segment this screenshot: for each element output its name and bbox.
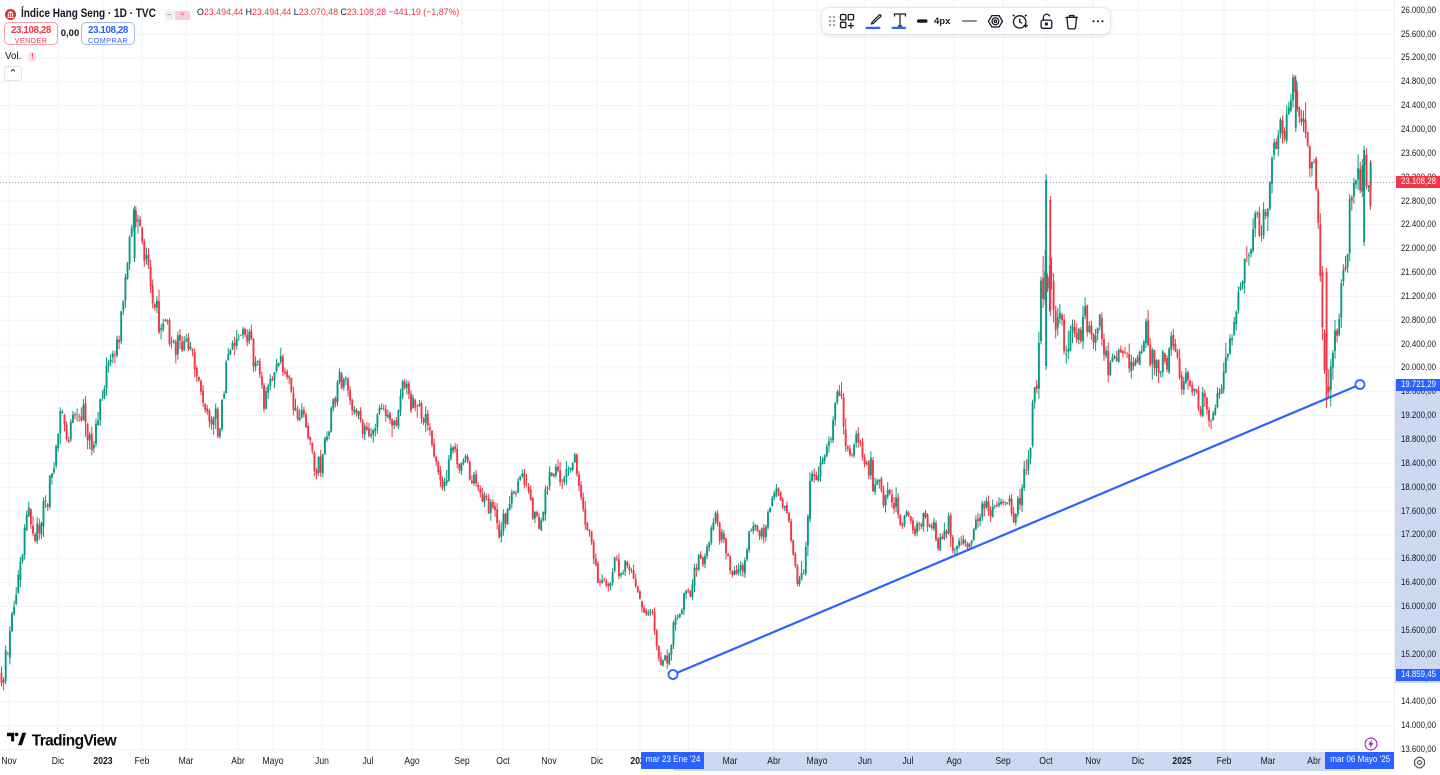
- svg-text:TradingView: TradingView: [32, 733, 118, 749]
- svg-text:4px: 4px: [934, 16, 951, 27]
